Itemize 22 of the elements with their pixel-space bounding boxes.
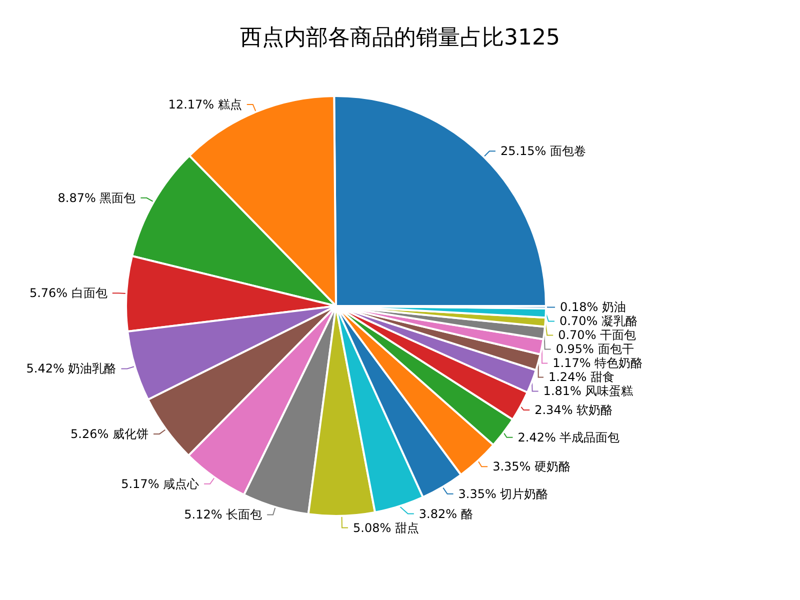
slice-label: 1.24% 甜食 bbox=[548, 370, 614, 384]
slice-label: 1.17% 特色奶酪 bbox=[552, 356, 643, 370]
slice-label: 5.17% 咸点心 bbox=[121, 476, 200, 491]
slice-label: 5.42% 奶油乳酪 bbox=[26, 362, 116, 376]
slice-label: 0.70% 干面包 bbox=[558, 328, 636, 342]
slice-label: 3.82% 酪 bbox=[418, 506, 473, 521]
slice-label: 5.76% 白面包 bbox=[29, 286, 108, 300]
slice-label: 0.70% 凝乳酪 bbox=[559, 314, 638, 328]
slice-label: 2.34% 软奶酪 bbox=[534, 403, 613, 418]
slice-label: 5.26% 威化饼 bbox=[70, 426, 148, 441]
slice-label: 25.15% 面包卷 bbox=[500, 144, 586, 158]
slice-label: 2.42% 半成品面包 bbox=[518, 430, 620, 444]
slice-label: 5.12% 长面包 bbox=[184, 508, 262, 522]
slice-label: 3.35% 硬奶酪 bbox=[492, 460, 571, 474]
slice-label: 0.95% 面包干 bbox=[556, 342, 634, 356]
slice-label: 3.35% 切片奶酪 bbox=[458, 486, 548, 501]
slice-label: 12.17% 糕点 bbox=[168, 97, 242, 112]
slice-label: 5.08% 甜点 bbox=[352, 520, 419, 535]
slice-label: 0.18% 奶油 bbox=[560, 300, 626, 314]
slice-label: 1.81% 风味蛋糕 bbox=[543, 384, 634, 398]
chart-title: 西点内部各商品的销量占比3125 bbox=[240, 26, 560, 50]
slice-label: 8.87% 黑面包 bbox=[58, 190, 136, 205]
